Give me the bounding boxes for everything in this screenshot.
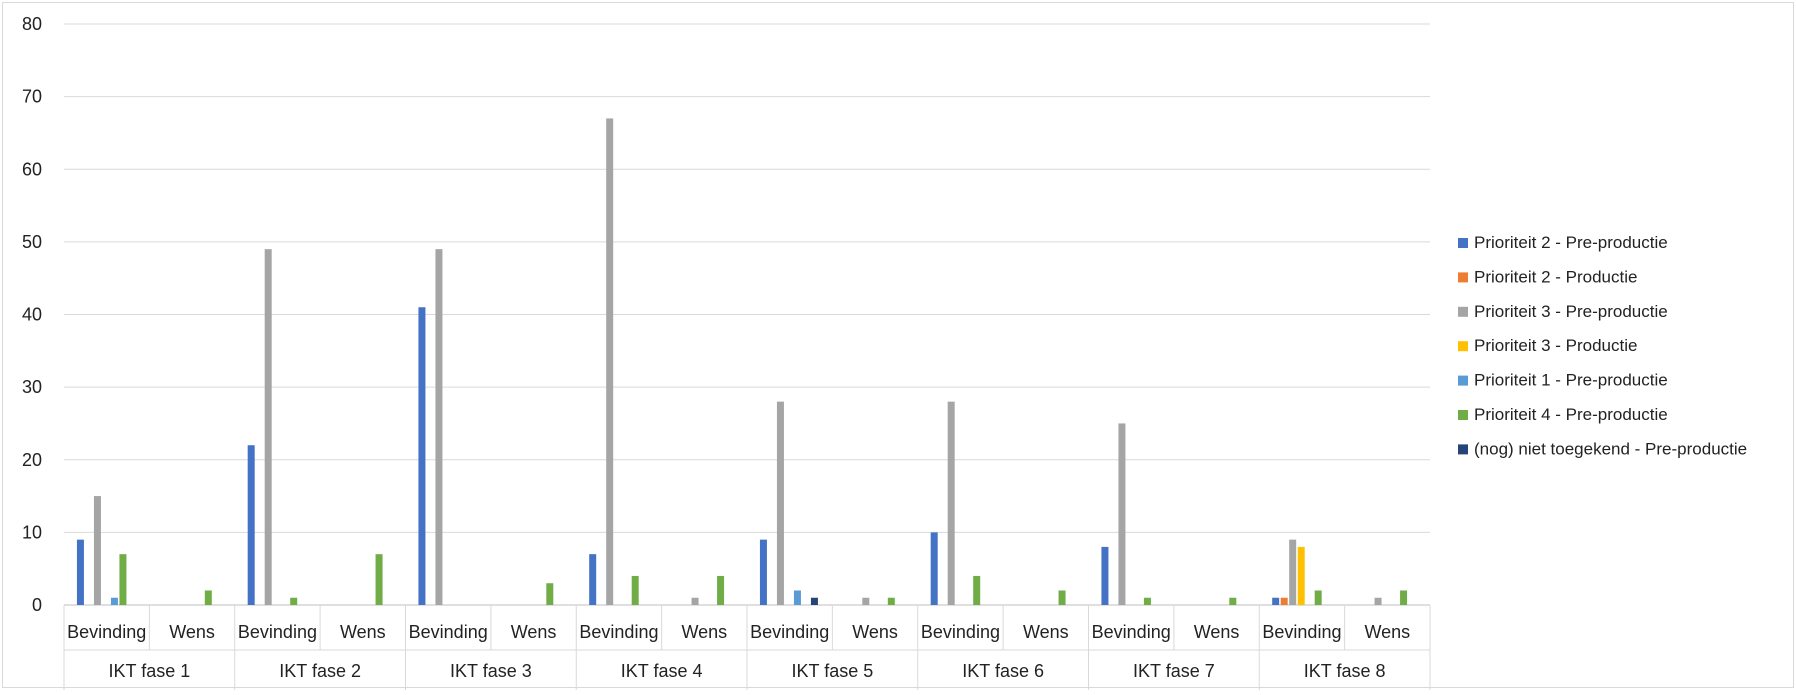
legend-swatch: [1458, 444, 1468, 455]
bar: [1280, 597, 1288, 605]
bar: [247, 445, 255, 605]
bar: [1374, 597, 1382, 605]
x-group-label: IKT fase 1: [109, 661, 191, 681]
y-tick-label: 10: [22, 522, 42, 542]
y-tick-label: 0: [32, 595, 42, 615]
x-subcategory-label: Bevinding: [750, 622, 829, 642]
bar: [1118, 423, 1126, 605]
x-subcategory-label: Bevinding: [579, 622, 658, 642]
bar: [93, 496, 101, 605]
bar: [375, 554, 383, 605]
bar: [631, 575, 639, 605]
x-subcategory-label: Wens: [511, 622, 557, 642]
x-subcategory-label: Bevinding: [921, 622, 1000, 642]
y-tick-label: 40: [22, 305, 42, 325]
legend-swatch: [1458, 341, 1468, 352]
x-subcategory-label: Wens: [340, 622, 386, 642]
bar: [1229, 597, 1237, 605]
legend-label: Prioriteit 1 - Pre-productie: [1474, 371, 1668, 390]
x-group-label: IKT fase 6: [962, 661, 1044, 681]
y-tick-label: 70: [22, 87, 42, 107]
bar: [947, 401, 955, 605]
bar: [1400, 590, 1408, 605]
bars: [76, 118, 1408, 606]
x-group-label: IKT fase 2: [279, 661, 361, 681]
legend-item: Prioriteit 1 - Pre-productie: [1458, 371, 1668, 390]
bar: [973, 575, 981, 605]
x-group-label: IKT fase 4: [621, 661, 703, 681]
bar: [691, 597, 699, 605]
legend-swatch: [1458, 410, 1468, 420]
bar: [435, 249, 443, 605]
x-axis: Bevinding Wens IKT fase 1 Bevinding Wens IKT …: [63, 605, 1431, 690]
x-subcategory-label: Wens: [852, 622, 898, 642]
bar: [418, 307, 426, 605]
legend-label: Prioriteit 2 - Pre-productie: [1474, 233, 1668, 252]
x-group-label: IKT fase 3: [450, 661, 532, 681]
legend-item: Prioriteit 2 - Pre-productie: [1458, 233, 1668, 252]
bar: [119, 554, 127, 605]
bar: [1272, 597, 1280, 605]
legend-swatch: [1458, 238, 1468, 248]
y-tick-label: 80: [22, 14, 42, 34]
x-subcategory-label: Wens: [1023, 622, 1069, 642]
legend: Prioriteit 2 - Pre-productie Prioriteit 2…: [1458, 233, 1747, 458]
legend-item: Prioriteit 3 - Pre-productie: [1458, 302, 1668, 321]
bar: [1314, 590, 1322, 605]
legend-item: (nog) niet toegekend - Pre-productie: [1458, 439, 1747, 458]
bar: [776, 401, 784, 605]
x-subcategory-label: Bevinding: [409, 622, 488, 642]
bar: [76, 539, 84, 605]
y-tick-label: 60: [22, 159, 42, 179]
legend-item: Prioriteit 2 - Productie: [1458, 267, 1637, 286]
bar: [546, 583, 554, 605]
bar: [606, 118, 614, 605]
x-subcategory-label: Wens: [681, 622, 727, 642]
bar: [110, 597, 118, 605]
bar: [204, 590, 212, 605]
legend-label: (nog) niet toegekend - Pre-productie: [1474, 439, 1747, 458]
bar: [1289, 539, 1297, 605]
bar: [810, 597, 818, 605]
bar: [717, 575, 725, 605]
bar: [887, 597, 895, 605]
bar: [1143, 597, 1151, 605]
y-tick-label: 30: [22, 377, 42, 397]
bar: [589, 554, 597, 605]
x-subcategory-label: Bevinding: [238, 622, 317, 642]
x-subcategory-label: Wens: [1364, 622, 1410, 642]
bar: [1297, 546, 1305, 605]
legend-item: Prioriteit 3 - Productie: [1458, 336, 1637, 355]
x-subcategory-label: Bevinding: [1262, 622, 1341, 642]
x-group-label: IKT fase 5: [792, 661, 874, 681]
y-tick-label: 50: [22, 232, 42, 252]
bar: [862, 597, 870, 605]
x-group-label: IKT fase 7: [1133, 661, 1215, 681]
x-subcategory-label: Bevinding: [1092, 622, 1171, 642]
x-subcategory-label: Wens: [1194, 622, 1240, 642]
legend-swatch: [1458, 375, 1468, 386]
x-group-label: IKT fase 8: [1304, 661, 1386, 681]
bar: [793, 590, 801, 605]
y-tick-label: 20: [22, 450, 42, 470]
x-subcategory-label: Bevinding: [67, 622, 146, 642]
bar: [290, 597, 298, 605]
y-axis: 0 10 20 30 40 50 60 70 80: [22, 14, 42, 615]
legend-label: Prioriteit 3 - Pre-productie: [1474, 302, 1668, 321]
legend-item: Prioriteit 4 - Pre-productie: [1458, 405, 1668, 424]
bar: [1058, 590, 1066, 605]
legend-swatch: [1458, 306, 1468, 317]
legend-label: Prioriteit 3 - Productie: [1474, 336, 1637, 355]
bar: [930, 532, 938, 606]
legend-label: Prioriteit 2 - Productie: [1474, 267, 1637, 286]
bar: [759, 539, 767, 605]
legend-swatch: [1458, 272, 1468, 283]
x-subcategory-label: Wens: [169, 622, 215, 642]
bar: [1101, 546, 1109, 605]
legend-label: Prioriteit 4 - Pre-productie: [1474, 405, 1668, 424]
bar: [264, 249, 272, 605]
